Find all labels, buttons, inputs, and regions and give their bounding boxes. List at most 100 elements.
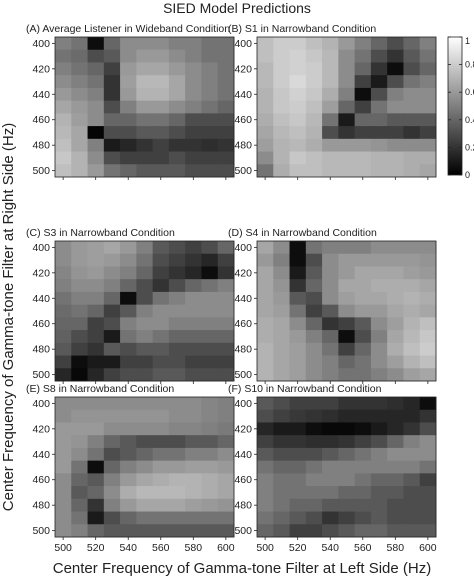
heatmap-cell: [103, 241, 121, 255]
heatmap-cell: [305, 253, 323, 267]
heatmap-cell: [87, 422, 105, 436]
heatmap-cell: [71, 409, 88, 423]
figure-title: SIED Model Predictions: [163, 0, 311, 16]
heatmap-cell: [370, 435, 388, 449]
heatmap-cell: [152, 317, 170, 331]
heatmap-cell: [152, 49, 170, 63]
heatmap-cell: [257, 151, 274, 165]
heatmap-cell: [152, 253, 170, 267]
heatmap-cell: [338, 511, 356, 525]
heatmap-cell: [168, 138, 186, 152]
heatmap-cell: [289, 87, 307, 102]
heatmap-cell: [55, 87, 72, 102]
heatmap-cell: [168, 241, 186, 255]
heatmap-cell: [289, 473, 307, 487]
heatmap-cell: [289, 151, 307, 165]
heatmap-panel: (E) S8 in Narrowband Condition 400 420 440 4…: [26, 383, 235, 554]
heatmap-cell: [338, 113, 356, 127]
heatmap-cell: [354, 435, 372, 449]
heatmap-cell: [370, 409, 388, 423]
heatmap-cell: [354, 473, 372, 487]
heatmap-cell: [322, 291, 339, 306]
heatmap-cell: [103, 87, 121, 102]
heatmap-cell: [120, 422, 137, 436]
heatmap-cell: [185, 447, 202, 462]
y-tick-label: 420: [234, 63, 252, 75]
heatmap-cell: [273, 368, 290, 382]
heatmap-cell: [403, 241, 421, 255]
heatmap-cell: [136, 87, 154, 102]
heatmap-cell: [201, 397, 219, 411]
heatmap-cell: [354, 138, 372, 152]
heatmap-cell: [289, 241, 307, 255]
heatmap-cell: [387, 241, 404, 255]
heatmap-cell: [201, 447, 219, 462]
y-tick-label: 400: [32, 398, 50, 410]
heatmap-cell: [338, 100, 356, 114]
heatmap-cell: [322, 304, 339, 318]
heatmap-cell: [136, 113, 154, 127]
y-tick-label: 420: [32, 63, 50, 75]
heatmap-cell: [168, 422, 186, 436]
heatmap-cell: [217, 62, 235, 76]
heatmap-cell: [201, 460, 219, 474]
heatmap-cell: [185, 409, 202, 423]
heatmap-cell: [387, 397, 404, 411]
heatmap-cell: [120, 330, 137, 344]
heatmap-cell: [387, 409, 404, 423]
heatmap-cell: [419, 486, 437, 500]
y-tick-label: 440: [234, 89, 252, 101]
heatmap-cell: [201, 524, 219, 538]
x-tick-label: 540: [119, 542, 137, 554]
heatmap-cell: [338, 397, 356, 411]
heatmap-cell: [120, 266, 137, 280]
heatmap-cell: [185, 473, 202, 487]
heatmap-cell: [322, 511, 339, 525]
heatmap-cell: [136, 100, 154, 114]
heatmap-cell: [403, 473, 421, 487]
heatmap-cell: [103, 75, 121, 89]
heatmap-cell: [338, 422, 356, 436]
heatmap-cell: [305, 330, 323, 344]
heatmap-cell: [403, 342, 421, 356]
heatmap-cell: [354, 113, 372, 127]
heatmap-cell: [273, 100, 290, 114]
heatmap-cell: [419, 37, 437, 51]
heatmap-cell: [87, 447, 105, 462]
x-tick-label: 520: [87, 542, 105, 554]
heatmap-cell: [201, 409, 219, 423]
heatmap-cell: [152, 368, 170, 382]
heatmap-cell: [201, 422, 219, 436]
heatmap-cell: [370, 37, 388, 51]
heatmap-cell: [419, 279, 437, 293]
heatmap-cell: [152, 126, 170, 140]
heatmap-cell: [338, 355, 356, 369]
heatmap-cell: [387, 266, 404, 280]
heatmap-cell: [289, 486, 307, 500]
y-tick-label: 500: [32, 165, 50, 177]
heatmap-cell: [257, 253, 274, 267]
heatmap-cell: [201, 75, 219, 89]
heatmap-cell: [120, 37, 137, 51]
heatmap-cell: [71, 266, 88, 280]
heatmap-cell: [168, 151, 186, 165]
heatmap-cell: [354, 486, 372, 500]
x-tick-label: 500: [256, 542, 274, 554]
heatmap-cell: [387, 473, 404, 487]
colorbar-tick-label: 0.2: [465, 142, 474, 152]
heatmap-cell: [273, 266, 290, 280]
heatmap-cell: [403, 75, 421, 89]
panel-frame: [256, 36, 437, 178]
heatmap-cell: [201, 266, 219, 280]
heatmap-cell: [87, 75, 105, 89]
heatmap-cell: [403, 126, 421, 140]
heatmap-cell: [338, 304, 356, 318]
heatmap-cell: [273, 409, 290, 423]
heatmap-cell: [55, 279, 72, 293]
heatmap-cell: [120, 253, 137, 267]
heatmap-cell: [103, 113, 121, 127]
heatmap-cell: [305, 486, 323, 500]
x-tick-label: 580: [185, 542, 203, 554]
heatmap-cell: [120, 75, 137, 89]
heatmap-cell: [87, 37, 105, 51]
